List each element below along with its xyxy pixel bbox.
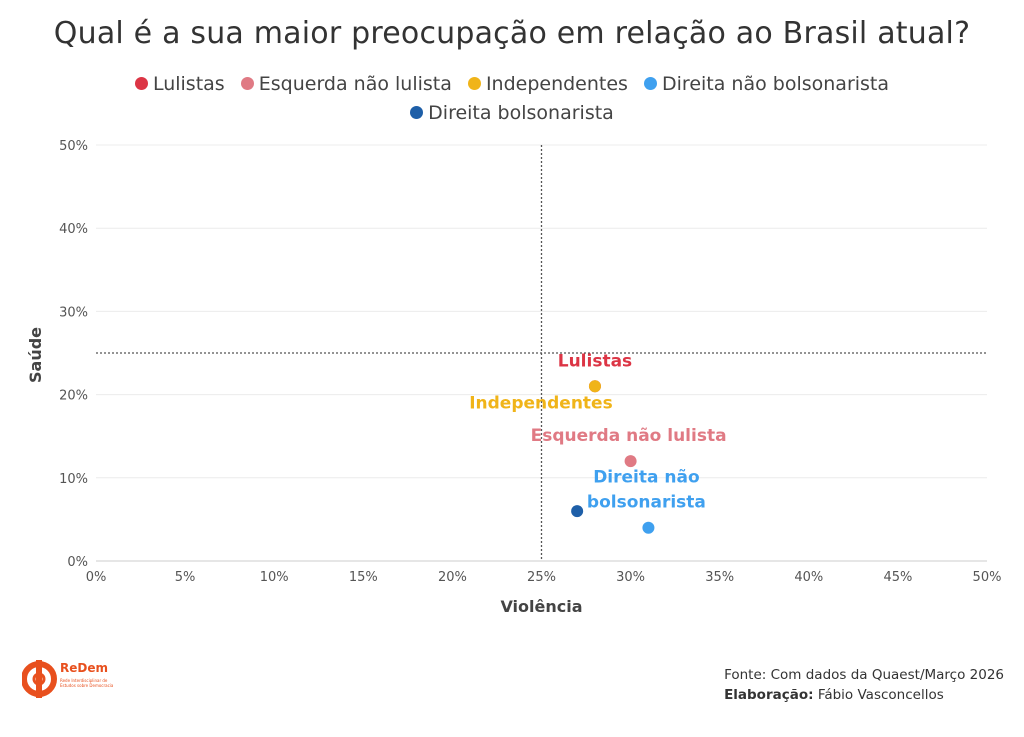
legend-label: Independentes xyxy=(485,73,628,95)
legend-item-direita-nao-bolsonarista: Direita não bolsonarista xyxy=(644,70,889,99)
legend-label: Direita não bolsonarista xyxy=(662,73,890,95)
data-label: Esquerda não lulista xyxy=(531,426,727,446)
scatter-point xyxy=(588,380,601,393)
logo-name: ReDem xyxy=(60,661,108,675)
data-label: bolsonarista xyxy=(587,493,706,513)
x-tick-label: 0% xyxy=(86,570,107,585)
scatter-point xyxy=(571,505,584,518)
x-axis-title: Violência xyxy=(500,597,582,616)
legend-item-direita-bolsonarista: Direita bolsonarista xyxy=(410,99,614,128)
scatter-point xyxy=(624,455,637,468)
redem-logo: ReDem Rede Interdisciplinar de Estudos s… xyxy=(21,657,122,705)
x-tick-label: 35% xyxy=(705,570,734,585)
y-tick-label: 50% xyxy=(59,139,88,154)
y-tick-label: 20% xyxy=(59,389,88,404)
legend-item-esquerda-nao-lulista: Esquerda não lulista xyxy=(240,70,452,99)
credit-name: Fábio Vasconcellos xyxy=(817,687,944,703)
x-tick-label: 15% xyxy=(349,570,378,585)
y-tick-label: 10% xyxy=(59,472,88,487)
scatter-point xyxy=(642,521,655,534)
legend-marker xyxy=(644,77,658,90)
legend-marker xyxy=(467,77,481,90)
x-tick-label: 50% xyxy=(973,570,1002,585)
source-text: Fonte: Com dados da Quaest/Março 2026 xyxy=(724,667,1004,683)
credit-label: Elaboração: xyxy=(724,687,814,703)
x-tick-label: 20% xyxy=(438,570,467,585)
data-label: Direita não xyxy=(593,468,699,488)
chart-title: Qual é a sua maior preocupação em relaçã… xyxy=(53,16,971,51)
legend-label: Direita bolsonarista xyxy=(428,102,614,124)
x-tick-label: 40% xyxy=(794,570,823,585)
source-note: Fonte: Com dados da Quaest/Março 2026 El… xyxy=(724,665,1004,705)
legend-item-independentes: Independentes xyxy=(467,70,628,99)
x-tick-label: 10% xyxy=(260,570,289,585)
legend-label: Esquerda não lulista xyxy=(258,73,452,95)
credit-line: Elaboração: Fábio Vasconcellos xyxy=(724,685,1004,705)
data-label: Independentes xyxy=(469,393,613,413)
y-tick-label: 30% xyxy=(59,305,88,320)
legend-item-lulistas: Lulistas xyxy=(134,70,225,99)
x-tick-label: 5% xyxy=(175,570,196,585)
x-tick-label: 25% xyxy=(527,570,556,585)
chart-legend: Lulistas Esquerda não lulista Independen… xyxy=(90,70,934,128)
legend-marker xyxy=(240,77,254,90)
redem-logo-icon xyxy=(21,660,57,698)
y-tick-label: 0% xyxy=(67,555,88,570)
x-tick-label: 30% xyxy=(616,570,645,585)
y-tick-label: 40% xyxy=(59,222,88,237)
logo-tagline: Rede Interdisciplinar de Estudos sobre D… xyxy=(60,678,114,688)
data-label: Lulistas xyxy=(558,351,632,371)
legend-marker xyxy=(134,77,148,90)
x-tick-label: 45% xyxy=(883,570,912,585)
y-axis-title: Saúde xyxy=(26,327,45,383)
legend-marker xyxy=(410,106,424,119)
legend-label: Lulistas xyxy=(152,73,225,95)
